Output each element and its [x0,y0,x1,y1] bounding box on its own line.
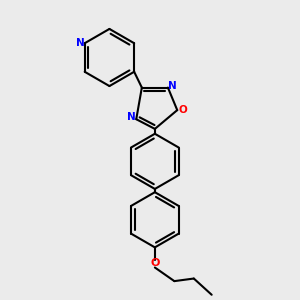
Text: O: O [178,105,187,115]
Text: N: N [127,112,136,122]
Text: N: N [168,81,177,91]
Text: N: N [76,38,85,48]
Text: O: O [150,258,160,268]
